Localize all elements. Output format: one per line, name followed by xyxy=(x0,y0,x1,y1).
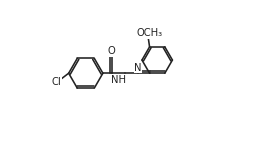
Text: N: N xyxy=(134,63,142,73)
Text: Cl: Cl xyxy=(51,77,61,87)
Text: OCH₃: OCH₃ xyxy=(136,28,162,38)
Text: O: O xyxy=(108,47,116,56)
Text: NH: NH xyxy=(112,75,126,85)
